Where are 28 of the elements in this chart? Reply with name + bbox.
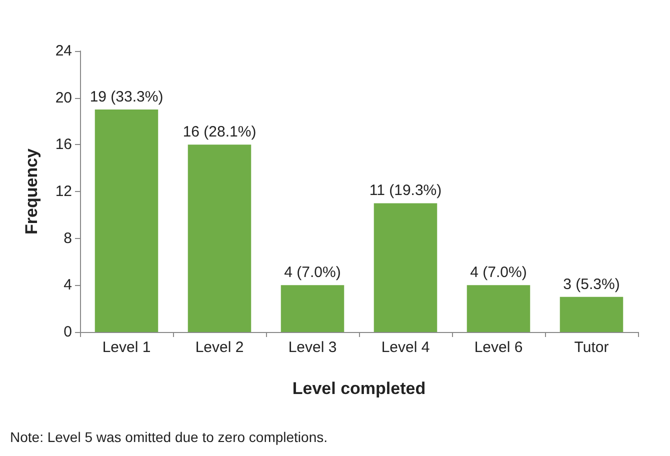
y-tick-label: 8 xyxy=(64,230,72,247)
bar xyxy=(374,203,438,332)
y-tick-label: 20 xyxy=(55,89,72,106)
data-label: 4 (7.0%) xyxy=(470,264,527,282)
x-axis-title: Level completed xyxy=(292,379,426,398)
data-label: 11 (19.3%) xyxy=(369,182,442,200)
x-tick-label: Tutor xyxy=(574,339,609,356)
y-tick-label: 0 xyxy=(64,324,72,340)
data-label: 4 (7.0%) xyxy=(284,264,341,282)
y-axis-title: Frequency xyxy=(22,148,41,234)
x-tick-label: Level 4 xyxy=(381,339,430,356)
x-tick-label: Level 6 xyxy=(474,339,523,356)
x-tick-label: Level 3 xyxy=(288,339,337,356)
bar xyxy=(560,296,624,332)
bar xyxy=(188,144,252,332)
x-tick-label: Level 1 xyxy=(102,339,151,356)
text: Note: Level 5 was omitted due to zero completions. xyxy=(10,429,328,445)
data-label: 16 (28.1%) xyxy=(182,124,256,141)
data-label: 19 (33.3%) xyxy=(90,88,164,106)
bar xyxy=(466,285,530,332)
bar xyxy=(280,285,344,332)
x-tick-label: Level 2 xyxy=(195,339,244,356)
y-tick-label: 4 xyxy=(64,276,72,294)
y-tick-label: 16 xyxy=(55,136,72,154)
bar xyxy=(94,110,158,332)
y-tick-label: 24 xyxy=(55,42,72,60)
y-tick-label: 12 xyxy=(55,183,72,200)
data-label: 3 (5.3%) xyxy=(563,276,620,293)
